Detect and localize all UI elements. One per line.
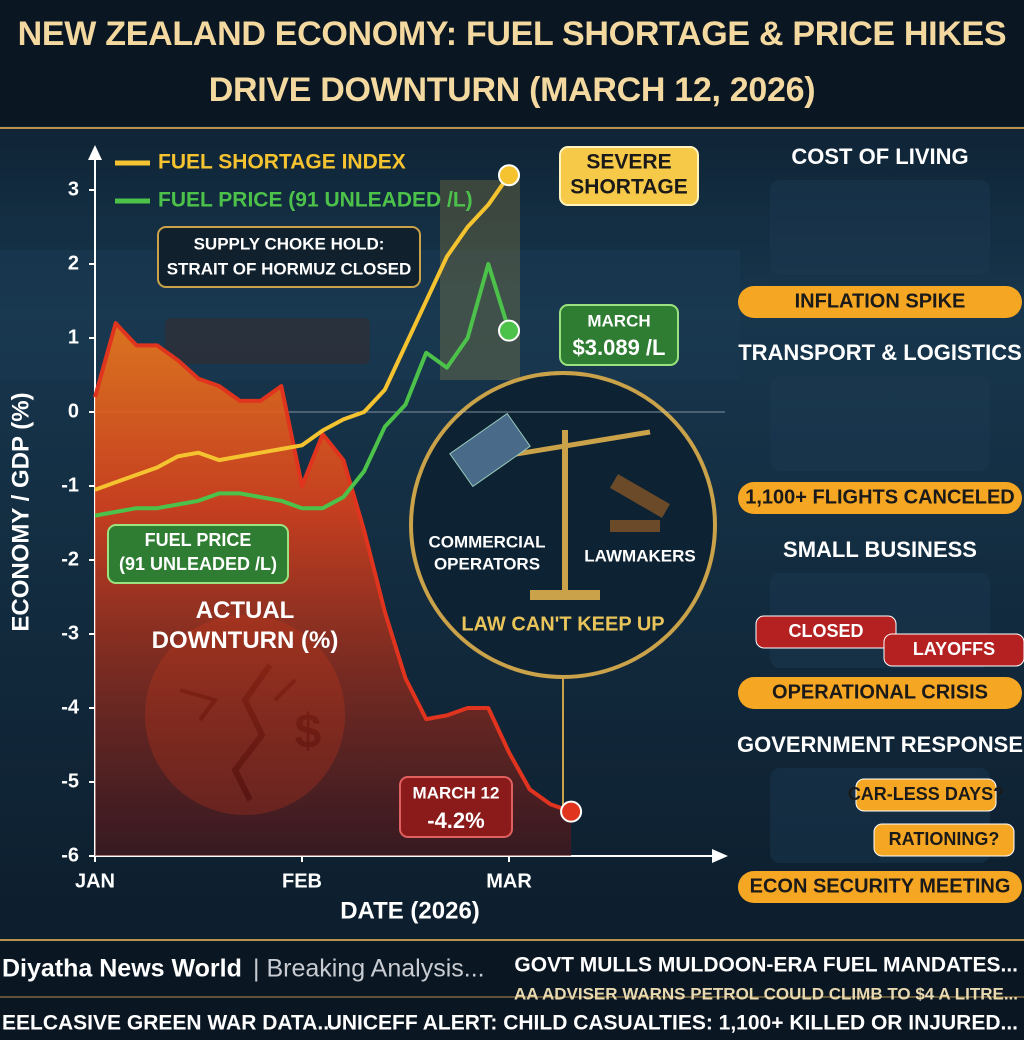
x-tick-label: JAN	[75, 870, 115, 892]
badge	[738, 677, 1022, 709]
annotation: OPERATORS	[434, 554, 540, 573]
tag-box	[873, 823, 1015, 857]
series-label: ACTUAL DOWNTURN (%)	[151, 597, 339, 654]
section-heading: GOVERNMENT RESPONSE	[737, 732, 1023, 757]
annotation: SEVERE	[586, 151, 671, 174]
y-tick-label: -5	[61, 770, 79, 792]
ticker-headline: EELCASIVE GREEN WAR DATA...	[2, 1012, 335, 1035]
badge	[738, 286, 1022, 318]
section-heading: SMALL BUSINESS	[783, 537, 977, 562]
legend-label: FUEL PRICE (91 UNLEADED /L)	[158, 189, 473, 212]
tag-label: CLOSED	[788, 621, 863, 641]
tag-label: CAR-LESS DAYS?	[848, 784, 1004, 804]
annotation-box	[107, 524, 289, 584]
satellite-icon	[449, 412, 531, 488]
y-tick-label: -4	[61, 696, 80, 718]
y-tick-label: -3	[61, 622, 79, 644]
gavel-base	[610, 520, 660, 532]
annotation: COMMERCIAL	[428, 532, 545, 551]
chart-title: NEW ZEALAND ECONOMY: FUEL SHORTAGE & PRI…	[17, 15, 1007, 109]
line	[94, 262, 511, 518]
annotation-box	[559, 304, 679, 366]
annotation: MARCH 12	[413, 783, 500, 802]
end-marker	[498, 164, 520, 187]
x-tick-label: MAR	[486, 870, 532, 892]
ticker-headline: AA ADVISER WARNS PETROL COULD CLIMB TO $…	[514, 984, 1018, 1003]
ticker-tagline: | Breaking Analysis...	[253, 955, 485, 983]
y-tick-label: -6	[61, 844, 79, 866]
section-heading: COST OF LIVING	[791, 144, 968, 169]
y-tick-label: -2	[61, 548, 79, 570]
annotation: SUPPLY CHOKE HOLD:	[194, 234, 385, 253]
annotation-box	[157, 226, 421, 288]
y-tick-label: 1	[68, 326, 79, 348]
area-line	[93, 321, 572, 814]
y-tick-label: 0	[68, 400, 79, 422]
end-marker	[560, 800, 583, 823]
section-icon	[770, 180, 990, 275]
annotation: $3.089 /L	[573, 335, 666, 360]
annotation: STRAIT OF HORMUZ CLOSED	[167, 259, 412, 278]
y-tick-label: 2	[68, 252, 79, 274]
annotation: LAW CAN'T KEEP UP	[461, 613, 664, 635]
annotation: -4.2%	[427, 808, 484, 833]
tag-box	[855, 778, 997, 812]
tag-box	[755, 615, 897, 649]
x-tick-label: FEB	[282, 870, 322, 892]
ticker-headline: UNICEFF ALERT: CHILD CASUALTIES: 1,100+ …	[327, 1012, 1018, 1035]
annotation: FUEL PRICE	[145, 530, 252, 550]
y-tick-label: -1	[61, 474, 79, 496]
end-marker	[498, 319, 520, 342]
annotation: (91 UNLEADED /L)	[119, 554, 277, 574]
annotation: MARCH	[587, 311, 650, 330]
ship-backdrop	[165, 318, 370, 364]
annotation: LAWMAKERS	[584, 546, 695, 565]
badge-label: 1,100+ FLIGHTS CANCELED	[745, 486, 1015, 508]
scale-base	[530, 590, 600, 600]
section-icon	[770, 376, 990, 471]
section-heading: TRANSPORT & LOGISTICS	[738, 340, 1022, 365]
title-band	[0, 0, 1024, 126]
badge	[738, 871, 1022, 903]
x-axis-title: DATE (2026)	[340, 897, 480, 924]
annotation-box	[559, 146, 699, 206]
x-axis-arrow	[712, 849, 728, 863]
badge	[738, 482, 1022, 514]
annotation-box	[399, 776, 513, 838]
annotation: SHORTAGE	[570, 176, 687, 199]
y-axis-arrow	[88, 145, 102, 160]
tag-label: RATIONING?	[889, 829, 1000, 849]
ticker-band	[0, 942, 1024, 1040]
ticker-brand: Diyatha News World	[2, 955, 242, 983]
line	[94, 174, 511, 492]
ticker-headline: GOVT MULLS MULDOON-ERA FUEL MANDATES...	[514, 954, 1018, 977]
badge-label: ECON SECURITY MEETING	[750, 875, 1011, 897]
gavel-icon	[610, 474, 670, 518]
badge-label: OPERATIONAL CRISIS	[772, 681, 988, 703]
y-tick-label: 3	[68, 178, 79, 200]
y-axis-title: ECONOMY / GDP (%)	[7, 392, 34, 631]
tag-label: LAYOFFS	[913, 639, 995, 659]
legend-label: FUEL SHORTAGE INDEX	[158, 151, 406, 174]
tag-box	[883, 633, 1024, 667]
badge-label: INFLATION SPIKE	[795, 290, 966, 312]
